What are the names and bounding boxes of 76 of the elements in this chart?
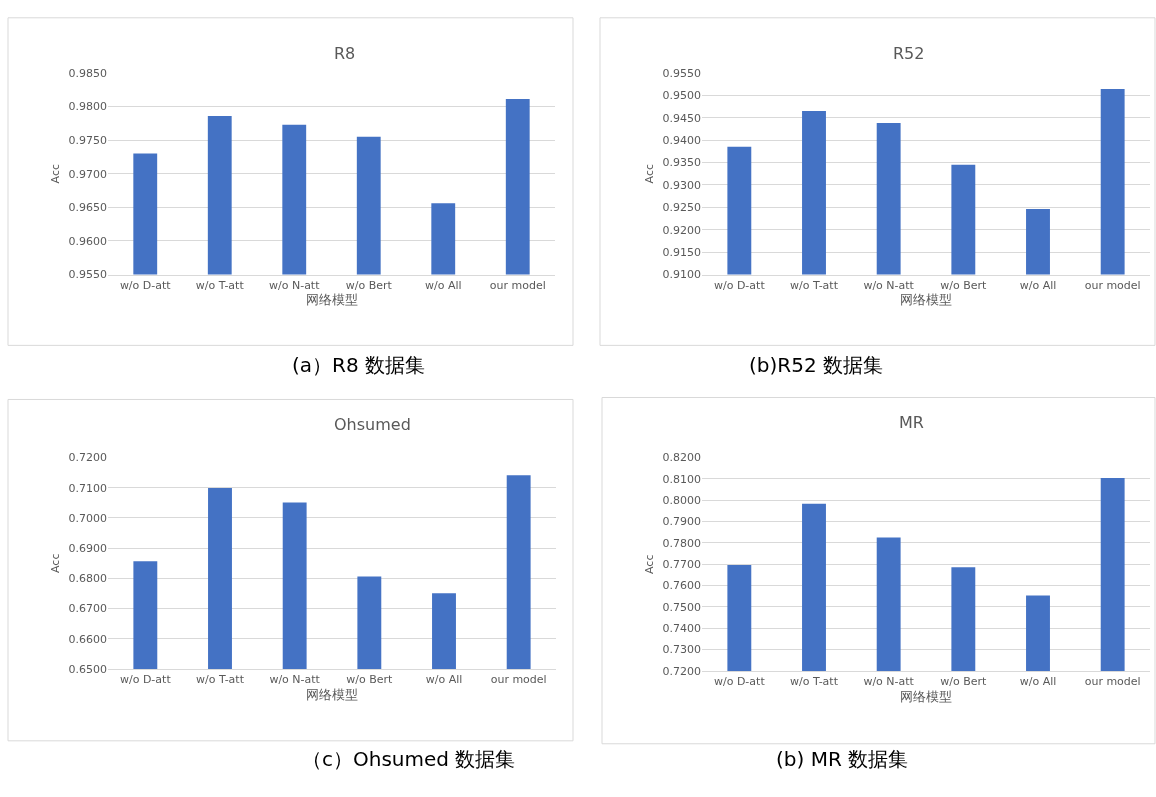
y-tick-label: 0.9850 [68,66,107,80]
y-tick-label: 0.9500 [662,89,701,103]
y-tick-label: 0.9400 [662,133,701,147]
x-tick-label: w/o N-att [863,278,915,292]
x-tick-label: w/o T-att [790,675,839,689]
x-axis-title: 网络模型 [900,292,952,308]
y-tick-label: 0.7500 [662,600,701,614]
x-tick-label: w/o N-att [863,675,915,689]
text: (b) MR 数据集 [776,747,909,771]
y-axis-title: Acc [643,554,657,574]
y-tick-label: 0.6600 [68,632,107,646]
y-tick-label: 0.9250 [662,201,701,215]
y-tick-label: 0.6800 [68,572,107,586]
chart-title: Ohsumed [334,415,411,434]
text: (a）R8 数据集 [292,353,426,377]
chart-title: R52 [893,44,925,63]
y-tick-label: 0.7900 [662,515,701,529]
x-tick-label: w/o All [1019,675,1057,689]
x-tick-label: w/o D-att [119,278,172,292]
x-tick-label: our model [1084,675,1141,689]
x-tick-label: w/o T-att [790,278,839,292]
y-axis-title: Acc [49,553,63,573]
y-tick-label: 0.9450 [662,111,701,125]
y-tick-label: 0.8000 [662,494,701,508]
y-tick-label: 0.9600 [68,234,107,248]
y-tick-label: 0.9150 [662,245,701,259]
y-tick-label: 0.8200 [662,451,701,465]
x-tick-label: w/o D-att [713,675,766,689]
y-tick-label: 0.9550 [68,268,107,282]
y-tick-label: 0.7700 [662,558,701,572]
x-tick-label: w/o T-att [196,673,245,687]
x-axis-title: 网络模型 [900,688,952,704]
x-tick-label: w/o Bert [940,675,988,689]
y-tick-label: 0.9650 [68,201,107,215]
y-tick-label: 0.9350 [662,156,701,170]
y-tick-label: 0.9100 [662,268,701,282]
y-tick-label: 0.9300 [662,178,701,192]
y-tick-label: 0.7300 [662,643,701,657]
y-tick-label: 0.7200 [662,664,701,678]
x-tick-label: w/o N-att [269,673,321,687]
y-tick-label: 0.9700 [68,167,107,181]
x-tick-label: w/o Bert [940,278,988,292]
y-tick-label: 0.7100 [68,481,107,495]
y-tick-label: 0.7000 [68,511,107,525]
y-tick-label: 0.9800 [68,100,107,114]
chart-title: MR [899,413,924,432]
x-tick-label: w/o Bert [346,673,394,687]
y-tick-label: 0.6500 [68,662,107,676]
x-tick-label: w/o N-att [269,278,321,292]
x-tick-label: our model [489,278,546,292]
x-tick-label: w/o All [425,673,463,687]
x-tick-label: our model [1084,278,1141,292]
y-tick-label: 0.6700 [68,602,107,616]
y-tick-label: 0.9550 [662,66,701,80]
x-tick-label: w/o T-att [195,278,245,292]
y-tick-label: 0.7800 [662,536,701,550]
y-tick-label: 0.7400 [662,622,701,636]
text: (b)R52 数据集 [749,353,884,377]
x-tick-label: w/o D-att [119,673,172,687]
y-tick-label: 0.7600 [662,579,701,593]
x-tick-label: our model [490,673,547,687]
y-axis-title: Acc [49,164,63,184]
x-tick-label: w/o D-att [713,278,766,292]
text: （c）Ohsumed 数据集 [302,747,516,771]
y-tick-label: 0.8100 [662,472,701,486]
y-tick-label: 0.9750 [68,133,107,147]
x-tick-label: w/o All [1019,278,1057,292]
y-axis-title: Acc [643,164,657,184]
chart-title: R8 [334,44,356,63]
x-tick-label: w/o Bert [345,278,393,292]
y-tick-label: 0.7200 [68,451,107,465]
x-axis-title: 网络模型 [305,292,358,308]
x-axis-title: 网络模型 [306,686,358,702]
y-tick-label: 0.6900 [68,542,107,555]
x-tick-label: w/o All [424,278,462,292]
y-tick-label: 0.9200 [662,223,701,237]
